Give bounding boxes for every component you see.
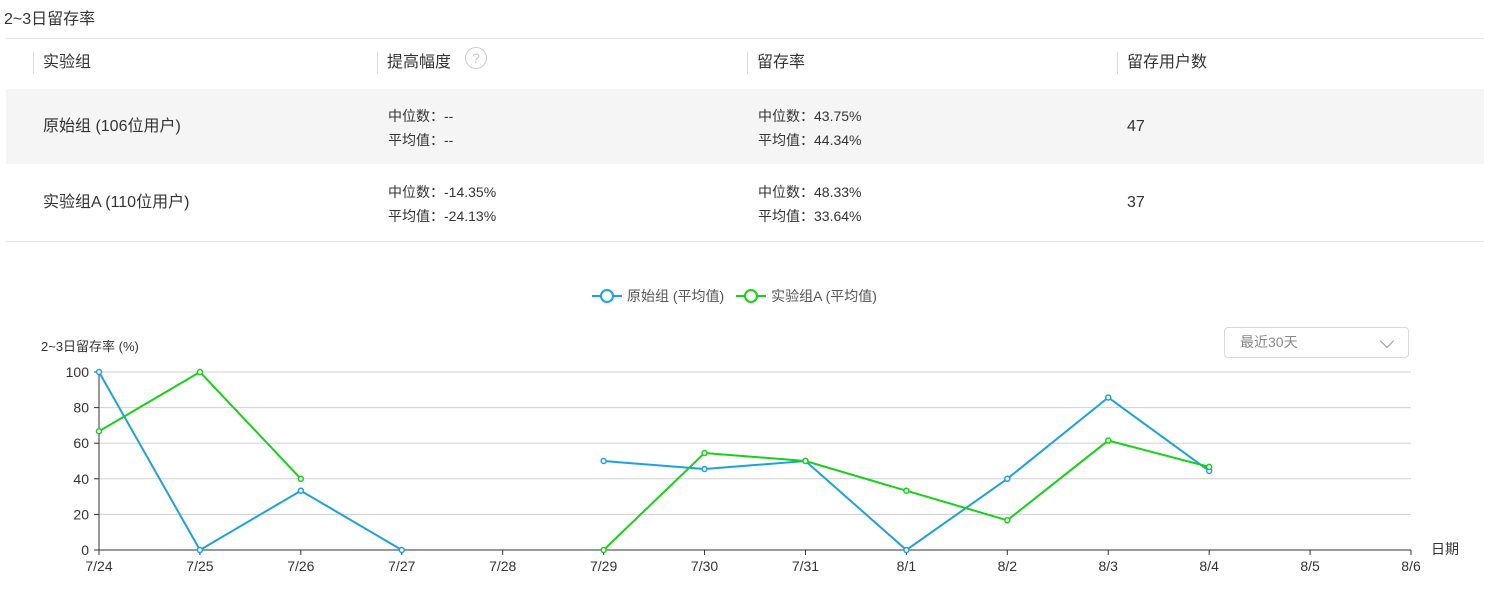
data-point-series-2 (1104, 437, 1112, 444)
x-tick-label: 7/28 (489, 558, 516, 574)
x-tick-label: 8/4 (1199, 558, 1219, 574)
legend-circle (600, 288, 614, 303)
legend-item-original[interactable]: 原始组 (平均值) (592, 286, 724, 306)
lift-cell: 中位数：-- 平均值：-- (388, 104, 453, 152)
help-icon[interactable]: ? (465, 47, 488, 69)
data-point-series-2 (903, 487, 910, 494)
data-point-series-1 (1104, 394, 1112, 401)
column-header-lift: 提高幅度? (377, 47, 488, 74)
y-tick-label: 20 (73, 506, 89, 522)
column-header-group: 实验组 (33, 52, 91, 74)
median-label: 中位数： (388, 108, 444, 124)
series-line-2 (602, 439, 1210, 551)
line-chart: 0 20 40 60 80 100 7/24 7/25 7/26 7/27 7/28 7/29 7/30… (66, 364, 1459, 574)
y-tick-label: 100 (66, 364, 90, 380)
y-tick-label: 80 (73, 400, 89, 416)
data-point-series-1 (600, 457, 607, 465)
retained-users-count: 37 (1127, 194, 1145, 211)
x-tick-label: 7/27 (388, 558, 415, 574)
data-point-series-2 (1004, 517, 1011, 524)
divider (6, 241, 1484, 242)
x-tick-label: 7/30 (691, 558, 718, 574)
legend-circle (744, 288, 759, 303)
chart-legend: 原始组 (平均值) 实验组A (平均值) (592, 286, 885, 306)
x-tick-label: 8/6 (1401, 558, 1421, 574)
y-axis-title: 2~3日留存率 (%) (41, 339, 139, 354)
x-tick-label: 8/1 (897, 558, 917, 574)
data-point-series-2 (1205, 463, 1213, 471)
x-tick-label: 7/31 (792, 558, 819, 574)
date-range-select[interactable]: 最近30天 (1224, 327, 1409, 358)
retention-mean: 33.64% (814, 208, 862, 224)
column-header-lift-label: 提高幅度 (387, 54, 452, 71)
lift-mean: -24.13% (444, 208, 497, 224)
data-point-series-2 (95, 428, 103, 435)
retention-median: 43.75% (814, 108, 862, 124)
mean-label: 平均值： (388, 132, 444, 148)
chevron-down-icon (1379, 333, 1395, 349)
data-point-series-1 (95, 368, 103, 376)
series-line-1 (603, 396, 1210, 552)
y-tick-label: 40 (73, 471, 89, 487)
lift-cell: 中位数：-14.35% 平均值：-24.13% (388, 180, 496, 228)
mean-label: 平均值： (388, 208, 444, 224)
data-point-series-1 (297, 487, 305, 494)
column-header-retained-users: 留存用户数 (1117, 52, 1207, 74)
mean-label: 平均值： (758, 132, 814, 148)
x-tick-label: 7/24 (85, 558, 112, 574)
x-tick-label: 7/25 (186, 558, 213, 574)
data-point-series-1 (398, 546, 406, 554)
lift-mean: -- (444, 132, 454, 148)
legend-label: 实验组A (平均值) (771, 288, 877, 304)
y-tick-label: 60 (73, 435, 89, 451)
legend-marker (736, 288, 767, 303)
column-header-retention: 留存率 (747, 52, 805, 74)
group-name: 实验组A (110位用户) (43, 194, 190, 211)
data-point-series-1 (701, 465, 708, 473)
legend-label: 原始组 (平均值) (627, 288, 725, 304)
data-point-series-1 (903, 546, 910, 554)
retention-median: 48.33% (814, 184, 862, 200)
retained-users-count: 47 (1127, 118, 1145, 135)
x-tick-label: 8/3 (1098, 558, 1118, 574)
data-point-series-2 (802, 457, 809, 465)
lift-median: -- (444, 108, 454, 124)
x-tick-label: 8/5 (1300, 558, 1320, 574)
data-point-series-2 (600, 546, 607, 554)
x-axis-title: 日期 (1431, 541, 1459, 557)
page-title: 2~3日留存率 (4, 11, 96, 28)
table-row: 实验组A (110位用户) 中位数：-14.35% 平均值：-24.13% 中位… (6, 165, 1484, 240)
data-point-series-2 (297, 475, 305, 483)
retention-cell: 中位数：43.75% 平均值：44.34% (758, 104, 861, 152)
x-tick-label: 7/26 (287, 558, 314, 574)
legend-marker (592, 288, 622, 303)
legend-item-variant-a[interactable]: 实验组A (平均值) (736, 286, 877, 306)
mean-label: 平均值： (758, 208, 814, 224)
series-line-1 (98, 371, 403, 552)
data-point-series-1 (1004, 475, 1011, 483)
median-label: 中位数： (388, 184, 444, 200)
lift-median: -14.35% (444, 184, 497, 200)
data-point-series-2 (196, 368, 204, 376)
divider (6, 38, 1484, 39)
table-row: 原始组 (106位用户) 中位数：-- 平均值：-- 中位数：43.75% 平均… (6, 89, 1484, 164)
date-range-value: 最近30天 (1240, 334, 1298, 350)
x-tick-label: 8/2 (998, 558, 1018, 574)
retention-mean: 44.34% (814, 132, 862, 148)
median-label: 中位数： (758, 184, 814, 200)
x-tick-label: 7/29 (590, 558, 617, 574)
data-point-series-1 (196, 546, 204, 554)
y-tick-label: 0 (81, 542, 89, 558)
group-name: 原始组 (106位用户) (43, 118, 181, 135)
retention-cell: 中位数：48.33% 平均值：33.64% (758, 180, 861, 228)
data-point-series-2 (701, 449, 708, 457)
median-label: 中位数： (758, 108, 814, 124)
